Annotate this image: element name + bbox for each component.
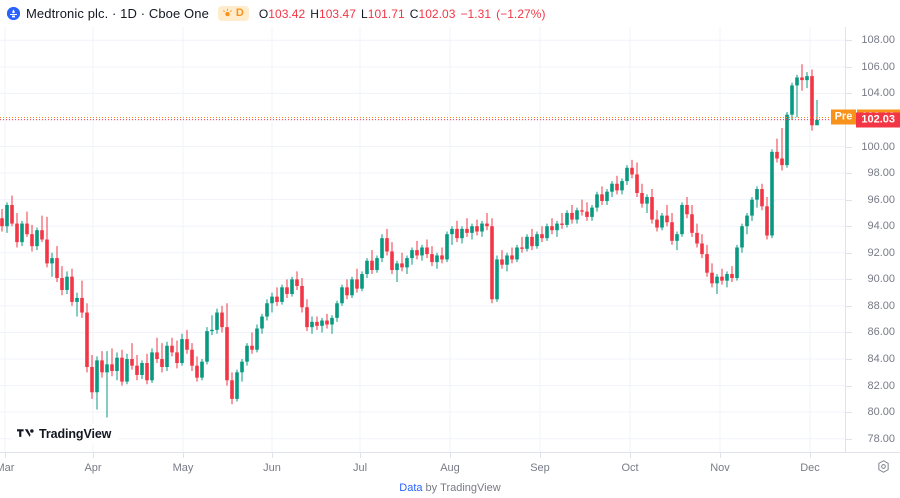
price-tick: 98.00	[846, 167, 900, 179]
open-label: O	[258, 6, 269, 21]
price-tick-dash	[846, 438, 852, 440]
time-tick: Apr	[84, 462, 102, 474]
price-tick: 106.00	[846, 61, 900, 73]
change-percent: (−1.27%)	[496, 6, 546, 21]
time-tick-separator	[272, 453, 273, 458]
tradingview-logo-icon	[17, 428, 34, 437]
time-tick-separator	[540, 453, 541, 458]
open-value: 103.42	[268, 6, 306, 21]
price-tick-dash	[846, 146, 852, 148]
price-tick: 88.00	[846, 300, 900, 312]
price-tick-dash	[846, 199, 852, 201]
price-tick: 94.00	[846, 220, 900, 232]
low-label: L	[361, 6, 368, 21]
tradingview-watermark: TradingView	[10, 424, 121, 444]
vertical-gridlines	[4, 27, 811, 452]
time-tick-separator	[810, 453, 811, 458]
price-tick-dash	[846, 173, 852, 175]
session-letter: D	[235, 7, 244, 19]
time-tick: Jul	[352, 462, 368, 474]
sun-icon	[223, 8, 232, 17]
session-badge[interactable]: D	[217, 6, 249, 21]
scale-settings-icon[interactable]	[877, 460, 890, 478]
medtronic-logo-icon	[7, 7, 20, 20]
time-tick-separator	[360, 453, 361, 458]
time-tick: Aug	[440, 462, 460, 474]
time-tick-separator	[630, 453, 631, 458]
time-tick-separator	[450, 453, 451, 458]
footer-by: by	[425, 482, 438, 494]
change-value: −1.31	[460, 6, 492, 21]
time-scale[interactable]: Mar Apr May Jun Jul Aug Sep Oct Nov Dec	[0, 452, 900, 478]
data-link[interactable]: Data	[399, 482, 423, 494]
close-label: C	[409, 6, 419, 21]
footer-brand: TradingView	[440, 482, 501, 494]
high-value: 103.47	[318, 6, 356, 21]
price-tick: 82.00	[846, 380, 900, 392]
symbol-title[interactable]: Medtronic plc. · 1D · Cboe One	[26, 6, 209, 21]
time-tick: Nov	[710, 462, 730, 474]
price-tick-dash	[846, 66, 852, 68]
candle-series	[0, 64, 819, 418]
low-value: 101.71	[367, 6, 405, 21]
time-tick: Oct	[621, 462, 639, 474]
time-tick-separator	[5, 453, 6, 458]
time-tick: Mar	[0, 462, 15, 474]
time-tick: Sep	[530, 462, 550, 474]
chart-svg	[0, 27, 845, 452]
price-tick-dash	[846, 226, 852, 228]
chart-footer: Data by TradingView	[0, 478, 900, 498]
last-price-label: 102.03	[856, 112, 900, 128]
price-tick: 104.00	[846, 87, 900, 99]
price-tick: 80.00	[846, 406, 900, 418]
pre-tag: Pre	[830, 109, 857, 125]
ohlc-values: O103.42 H103.47 L101.71 C102.03 −1.31 (−1.27%…	[259, 7, 546, 21]
chart-legend-header: Medtronic plc. · 1D · Cboe One D O103.42…	[0, 0, 900, 27]
price-tick-dash	[846, 252, 852, 254]
price-tick: 86.00	[846, 326, 900, 338]
price-tick: 100.00	[846, 141, 900, 153]
price-scale[interactable]: 78.00 80.00 82.00 84.00 86.00 88.00 90.00 92.00…	[830, 27, 900, 452]
price-tick-dash	[846, 332, 852, 334]
price-tick: 108.00	[846, 34, 900, 46]
price-tick: 96.00	[846, 194, 900, 206]
price-tick-dash	[846, 385, 852, 387]
price-tick: 92.00	[846, 247, 900, 259]
price-tick-dash	[846, 40, 852, 42]
price-tick-dash	[846, 279, 852, 281]
watermark-text: TradingView	[39, 427, 112, 441]
time-tick-separator	[720, 453, 721, 458]
time-tick-separator	[183, 453, 184, 458]
price-tick: 84.00	[846, 353, 900, 365]
high-label: H	[310, 6, 319, 21]
price-tick-dash	[846, 359, 852, 361]
time-tick-separator	[93, 453, 94, 458]
time-tick: Jun	[263, 462, 281, 474]
price-lines	[0, 116, 845, 121]
price-tick: 78.00	[846, 433, 900, 445]
price-tick-dash	[846, 305, 852, 307]
candlestick-chart[interactable]	[0, 27, 845, 452]
close-value: 102.03	[418, 6, 456, 21]
horizontal-gridlines	[0, 39, 845, 440]
price-tick-dash	[846, 93, 852, 95]
price-tick: 90.00	[846, 273, 900, 285]
time-tick: Dec	[800, 462, 820, 474]
price-tick-dash	[846, 412, 852, 414]
time-tick: May	[172, 462, 194, 474]
